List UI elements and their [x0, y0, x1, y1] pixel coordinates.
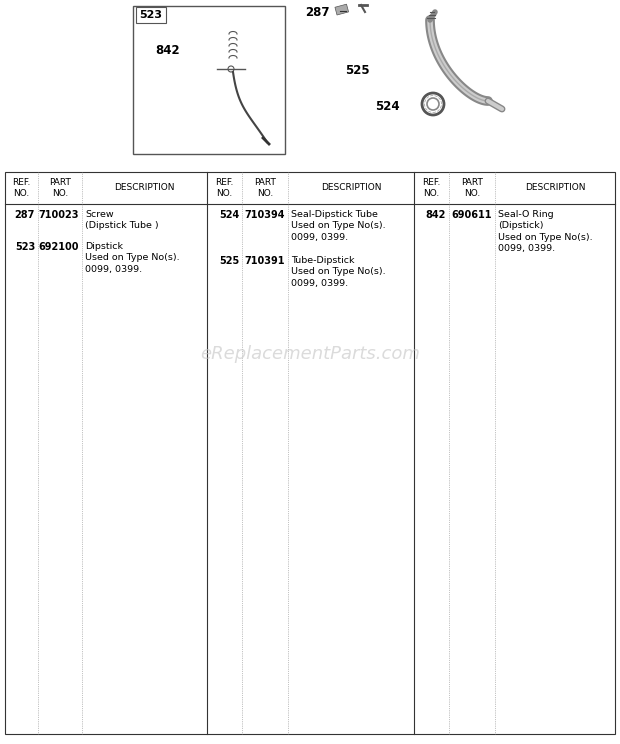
Text: 523: 523 [15, 242, 35, 252]
Text: REF.
NO.: REF. NO. [215, 179, 234, 198]
Text: 523: 523 [140, 10, 162, 20]
Text: eReplacementParts.com: eReplacementParts.com [200, 345, 420, 363]
Bar [5, 172, 615, 734]
Text: 287: 287 [15, 210, 35, 220]
Text: 710391: 710391 [244, 256, 285, 266]
Text: PART
NO.: PART NO. [461, 179, 483, 198]
Text: PART
NO.: PART NO. [49, 179, 71, 198]
Text: 287: 287 [305, 5, 329, 19]
Text: 525: 525 [219, 256, 239, 266]
Bar [335, 4, 348, 15]
Text: REF.
NO.: REF. NO. [422, 179, 441, 198]
Text: Tube-Dipstick
Used on Type No(s).
0099, 0399.: Tube-Dipstick Used on Type No(s). 0099, … [291, 256, 386, 288]
Text: REF.
NO.: REF. NO. [12, 179, 30, 198]
Text: Screw
(Dipstick Tube ): Screw (Dipstick Tube ) [85, 210, 159, 231]
Text: 690611: 690611 [451, 210, 492, 220]
Text: 710394: 710394 [244, 210, 285, 220]
Text: 842: 842 [155, 45, 180, 57]
Text: Dipstick
Used on Type No(s).
0099, 0399.: Dipstick Used on Type No(s). 0099, 0399. [85, 242, 180, 274]
Bar [136, 7, 166, 23]
Text: 710023: 710023 [38, 210, 79, 220]
Text: 525: 525 [345, 63, 370, 77]
Text: DESCRIPTION: DESCRIPTION [525, 184, 585, 193]
Text: DESCRIPTION: DESCRIPTION [321, 184, 381, 193]
Text: 524: 524 [219, 210, 239, 220]
Text: PART
NO.: PART NO. [254, 179, 276, 198]
Text: 524: 524 [375, 100, 400, 114]
Text: Seal-Dipstick Tube
Used on Type No(s).
0099, 0399.: Seal-Dipstick Tube Used on Type No(s). 0… [291, 210, 386, 242]
Text: DESCRIPTION: DESCRIPTION [114, 184, 175, 193]
Text: 842: 842 [425, 210, 446, 220]
Text: 692100: 692100 [38, 242, 79, 252]
Text: Seal-O Ring
(Dipstick)
Used on Type No(s).
0099, 0399.: Seal-O Ring (Dipstick) Used on Type No(s… [498, 210, 593, 254]
Bar [133, 6, 285, 154]
